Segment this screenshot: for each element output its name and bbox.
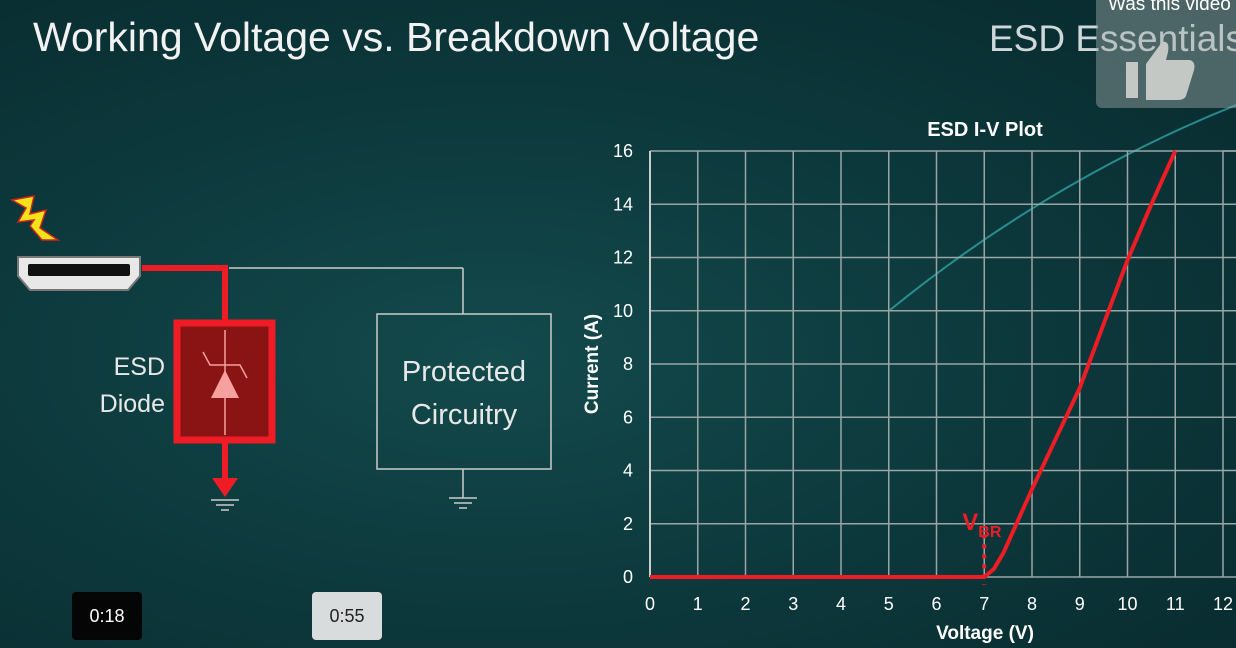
y-tick-label: 0 bbox=[623, 567, 633, 587]
x-tick-label: 0 bbox=[645, 594, 655, 614]
vbr-text: V bbox=[962, 509, 978, 536]
x-tick-label: 9 bbox=[1075, 594, 1085, 614]
timestamp-current: 0:18 bbox=[72, 592, 142, 640]
thumbs-up-icon[interactable] bbox=[1126, 40, 1206, 102]
vbr-subscript: BR bbox=[978, 524, 1002, 541]
x-tick-label: 4 bbox=[836, 594, 846, 614]
diode-label-line2: Diode bbox=[99, 390, 165, 418]
y-tick-label: 2 bbox=[623, 514, 633, 534]
box-label-line1: Protected bbox=[401, 356, 527, 388]
y-tick-label: 16 bbox=[613, 141, 633, 161]
x-tick-label: 12 bbox=[1213, 594, 1233, 614]
x-tick-label: 11 bbox=[1166, 594, 1185, 614]
ground-icon bbox=[211, 499, 239, 511]
diode-label: ESD Diode bbox=[80, 349, 165, 423]
decorative-arc bbox=[889, 104, 1236, 311]
x-tick-label: 5 bbox=[884, 594, 894, 614]
x-tick-label: 2 bbox=[740, 594, 750, 614]
diode-label-line1: ESD bbox=[113, 353, 165, 381]
x-tick-label: 3 bbox=[788, 594, 798, 614]
y-tick-label: 8 bbox=[623, 354, 633, 374]
protected-circuitry-label: Protected Circuitry bbox=[377, 351, 551, 437]
hdmi-connector-icon bbox=[17, 256, 141, 291]
feedback-overlay[interactable]: Was this video helpful? bbox=[1096, 0, 1236, 108]
vbr-annotation: VBR bbox=[962, 509, 1002, 541]
x-tick-label: 7 bbox=[979, 594, 989, 614]
lightning-icon bbox=[9, 195, 61, 241]
x-tick-label: 1 bbox=[693, 594, 703, 614]
timestamp-hover: 0:55 bbox=[312, 592, 382, 640]
x-axis-label: Voltage (V) bbox=[936, 623, 1034, 644]
x-tick-label: 8 bbox=[1027, 594, 1037, 614]
esd-current-path bbox=[142, 265, 464, 511]
y-tick-label: 10 bbox=[613, 301, 633, 321]
ground-icon bbox=[449, 497, 477, 509]
x-tick-label: 6 bbox=[931, 594, 941, 614]
circuit-diagram bbox=[9, 195, 552, 511]
y-tick-label: 12 bbox=[613, 248, 633, 268]
protected-circuitry-box bbox=[376, 313, 552, 470]
brand-title: ESD Essentials bbox=[989, 18, 1236, 59]
box-label-line2: Circuitry bbox=[410, 399, 518, 431]
y-tick-label: 14 bbox=[613, 194, 633, 214]
slide-title: Working Voltage vs. Breakdown Voltage bbox=[33, 14, 760, 60]
chart-title: ESD I-V Plot bbox=[927, 119, 1043, 141]
y-tick-label: 6 bbox=[623, 407, 633, 427]
y-axis-label: Current (A) bbox=[582, 314, 603, 414]
y-tick-label: 4 bbox=[623, 461, 633, 481]
feedback-text: Was this video helpful? bbox=[1108, 0, 1236, 15]
x-tick-label: 10 bbox=[1117, 594, 1137, 614]
